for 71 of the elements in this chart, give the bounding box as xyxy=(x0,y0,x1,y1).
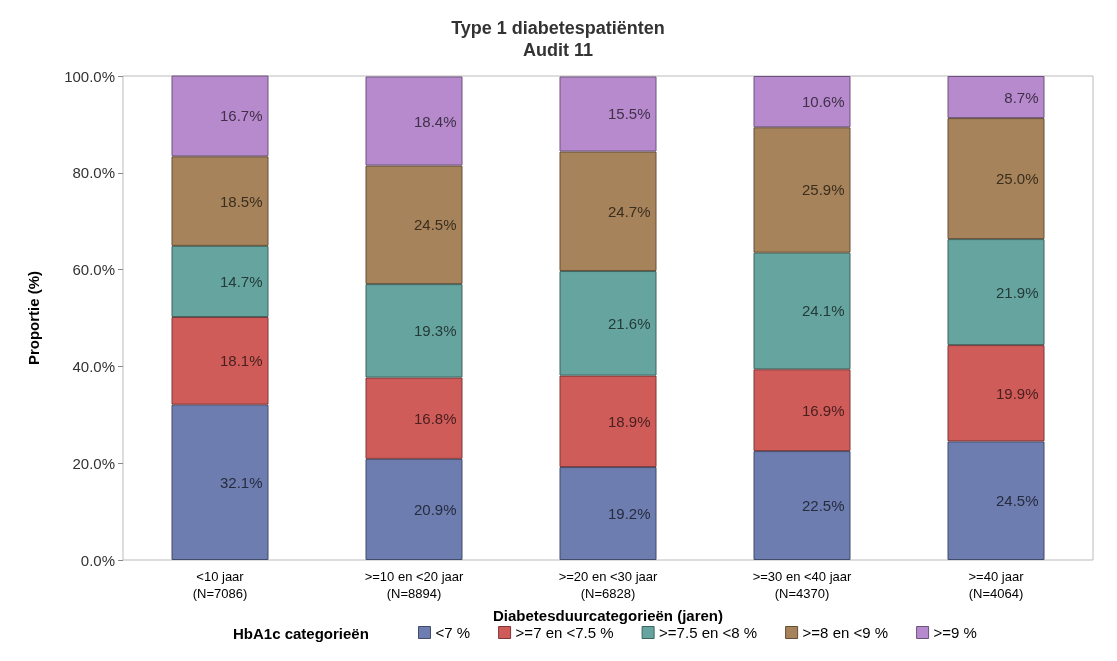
x-tick-label: >=10 en <20 jaar (N=8894) xyxy=(364,569,464,601)
legend-label: >=8 en <9 % xyxy=(802,624,889,641)
bar xyxy=(947,118,1045,240)
data-label: 18.5% xyxy=(219,192,263,210)
data-label: 19.9% xyxy=(995,384,1039,402)
bar xyxy=(947,441,1045,560)
bar xyxy=(559,76,657,152)
data-label: 18.1% xyxy=(219,352,263,370)
x-tick-label: >=30 en <40 jaar (N=4370) xyxy=(752,569,852,601)
data-label: 16.9% xyxy=(801,401,845,419)
bar xyxy=(171,404,269,560)
legend-label: >=7 en <7.5 % xyxy=(515,624,614,641)
data-label: 22.5% xyxy=(801,497,845,515)
bar xyxy=(171,317,269,405)
data-label: 24.1% xyxy=(801,302,845,320)
bar xyxy=(753,252,851,370)
data-label: 20.9% xyxy=(413,500,457,518)
y-axis-title: Proportie (%) xyxy=(25,270,42,366)
bar xyxy=(365,284,463,378)
data-label: 14.7% xyxy=(219,272,263,290)
data-label: 25.9% xyxy=(801,181,845,199)
chart-title: Type 1 diabetespatiënten xyxy=(451,18,665,38)
legend-label: >=7.5 en <8 % xyxy=(659,624,758,641)
bar xyxy=(753,369,851,452)
data-label: 24.5% xyxy=(413,216,457,234)
bar xyxy=(171,245,269,318)
data-label: 32.1% xyxy=(219,473,263,491)
data-label: 21.6% xyxy=(607,314,651,332)
bar xyxy=(365,165,463,285)
data-label: 18.9% xyxy=(607,412,651,430)
bar xyxy=(559,151,657,272)
bar xyxy=(753,451,851,560)
y-tick-label: 60.0% xyxy=(72,261,115,279)
y-tick-label: 100.0% xyxy=(64,67,115,85)
bar xyxy=(559,375,657,468)
y-tick-label: 0.0% xyxy=(80,551,115,569)
bar xyxy=(171,156,269,246)
bar xyxy=(753,76,851,128)
y-tick-label: 80.0% xyxy=(72,164,115,182)
bar xyxy=(365,76,463,166)
bar xyxy=(171,75,269,157)
data-label: 18.4% xyxy=(413,112,457,130)
legend-label: >=9 % xyxy=(933,624,977,641)
chart-subtitle: Audit 11 xyxy=(522,40,594,60)
bar xyxy=(559,271,657,376)
data-label: 24.7% xyxy=(607,202,651,220)
data-label: 24.5% xyxy=(995,492,1039,510)
data-label: 15.5% xyxy=(607,105,651,123)
data-label: 16.8% xyxy=(413,409,457,427)
bar xyxy=(947,76,1045,119)
x-axis-title: Diabetesduurcategorieën (jaren) xyxy=(492,607,724,624)
data-label: 25.0% xyxy=(995,170,1039,188)
x-tick-label: <10 jaar (N=7086) xyxy=(192,569,248,601)
bar xyxy=(365,377,463,459)
legend-title: HbA1c categorieën xyxy=(233,625,369,642)
bar xyxy=(559,467,657,560)
bar xyxy=(947,239,1045,346)
data-label: 8.7% xyxy=(1004,88,1039,106)
y-tick-label: 40.0% xyxy=(72,357,115,375)
legend-label: <7 % xyxy=(435,624,471,641)
x-tick-label: >=40 jaar (N=4064) xyxy=(968,569,1025,601)
bar xyxy=(753,127,851,253)
data-label: 10.6% xyxy=(801,93,845,111)
bar xyxy=(947,345,1045,442)
data-label: 19.3% xyxy=(413,322,457,340)
data-label: 16.7% xyxy=(219,107,263,125)
y-tick-label: 20.0% xyxy=(72,454,115,472)
data-label: 19.2% xyxy=(607,505,651,523)
data-label: 21.9% xyxy=(995,283,1039,301)
bar xyxy=(365,458,463,560)
x-tick-label: >=20 en <30 jaar (N=6828) xyxy=(558,569,658,601)
